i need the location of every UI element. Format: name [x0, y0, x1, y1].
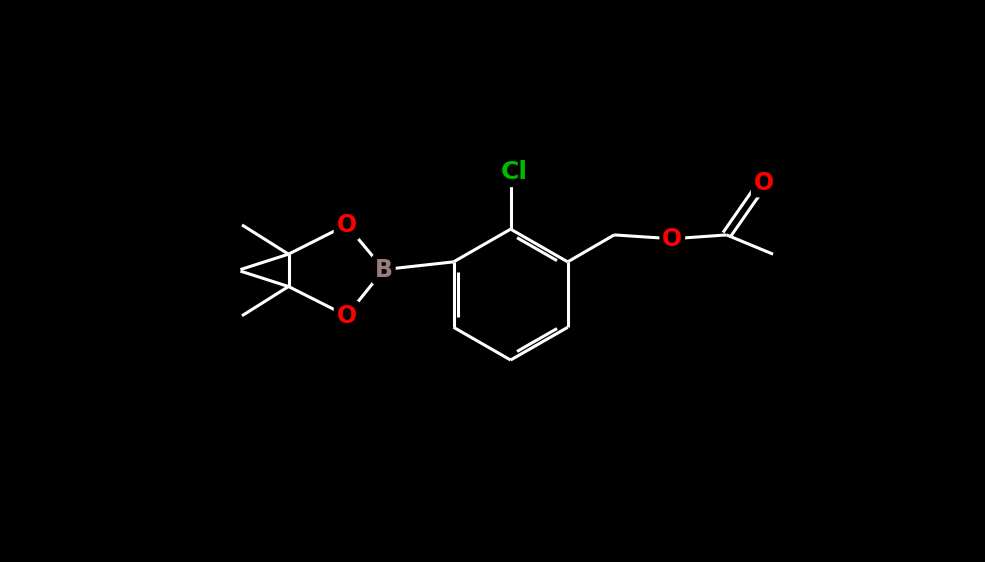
Text: B: B	[375, 257, 393, 282]
Text: O: O	[662, 226, 683, 251]
Text: Cl: Cl	[501, 160, 528, 184]
Text: O: O	[754, 170, 774, 194]
Text: O: O	[337, 213, 357, 237]
Text: O: O	[337, 304, 357, 328]
